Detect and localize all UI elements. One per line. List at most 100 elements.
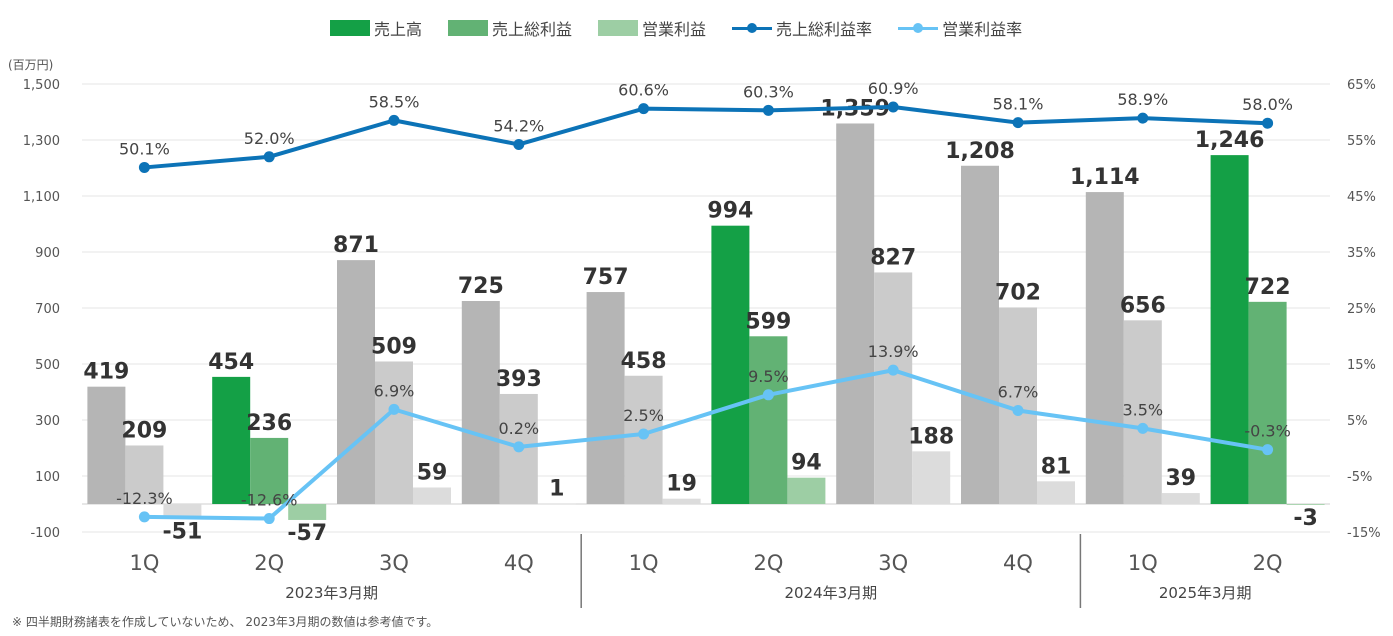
bar-value-label: 1,114 xyxy=(1070,165,1140,190)
line-point xyxy=(138,161,150,173)
x-tick-label: 3Q xyxy=(878,551,908,575)
line-point xyxy=(138,511,150,523)
bar-value-label: 599 xyxy=(745,309,791,334)
line-value-label: -0.3% xyxy=(1244,422,1290,441)
x-tick-label: 1Q xyxy=(129,551,159,575)
bar-value-label: 1,246 xyxy=(1195,128,1265,153)
line-value-label: 52.0% xyxy=(244,129,295,148)
bar-value-label: -3 xyxy=(1293,506,1317,531)
bar-value-label: -51 xyxy=(163,519,203,544)
line-value-label: -12.3% xyxy=(116,489,173,508)
bar-value-label: 393 xyxy=(496,367,542,392)
line-point xyxy=(1137,112,1149,124)
x-tick-label: 4Q xyxy=(504,551,534,575)
line-point xyxy=(513,441,525,453)
bar xyxy=(1123,320,1162,504)
bar xyxy=(250,437,289,504)
bar-value-label: 994 xyxy=(707,199,753,224)
line-value-label: 58.0% xyxy=(1242,95,1293,114)
line-point xyxy=(513,138,525,150)
line-value-label: 54.2% xyxy=(493,116,544,135)
line-point xyxy=(263,513,275,525)
y-left-tick-label: 500 xyxy=(35,358,60,373)
line-point xyxy=(1012,117,1024,129)
bar xyxy=(912,451,951,504)
bar xyxy=(288,504,327,520)
bar xyxy=(163,504,202,519)
legend-item-operating-profit: 営業利益 xyxy=(598,16,706,40)
bar xyxy=(337,260,375,504)
y-left-tick-label: 700 xyxy=(35,302,60,317)
y-right-tick-label: 45% xyxy=(1347,190,1376,205)
bar xyxy=(212,376,251,504)
bar-value-label: 656 xyxy=(1120,293,1166,318)
bar-value-label: 94 xyxy=(791,451,822,476)
x-tick-label: 4Q xyxy=(1003,551,1033,575)
x-tick-label: 2Q xyxy=(254,551,284,575)
bar-value-label: -57 xyxy=(287,521,327,546)
legend-item-operating-margin: 営業利益率 xyxy=(898,16,1022,40)
x-group-label: 2024年3月期 xyxy=(784,584,877,602)
x-tick-label: 1Q xyxy=(1128,551,1158,575)
line-point xyxy=(887,364,899,376)
y-left-tick-label: 1,100 xyxy=(23,190,60,205)
bar xyxy=(961,165,999,504)
line-point xyxy=(887,101,899,113)
x-tick-label: 3Q xyxy=(379,551,409,575)
bar xyxy=(836,123,875,504)
legend-swatch-gross-profit xyxy=(448,20,489,36)
x-tick-label: 2Q xyxy=(1253,551,1283,575)
bar-value-label: 827 xyxy=(870,245,916,270)
series-line xyxy=(144,104,1268,170)
legend-swatch-sales xyxy=(330,20,370,36)
bar-value-label: 39 xyxy=(1165,466,1196,491)
bar-value-label: 236 xyxy=(246,411,292,436)
line-point xyxy=(388,403,400,415)
line-point xyxy=(762,104,774,116)
bar xyxy=(125,445,164,504)
bar xyxy=(711,225,750,504)
line-value-label: 58.5% xyxy=(369,92,420,111)
line-value-label: 2.5% xyxy=(623,406,664,425)
bar xyxy=(461,301,500,504)
line-point xyxy=(1262,444,1274,456)
bar-value-label: 188 xyxy=(908,424,954,449)
y-left-tick-label: 300 xyxy=(35,414,60,429)
line-value-label: 3.5% xyxy=(1122,400,1163,419)
footnote: ※ 四半期財務諸表を作成していないため、 2023年3月期の数値は参考値です。 xyxy=(12,615,439,629)
bar xyxy=(413,487,451,504)
legend-label-operating-margin: 営業利益率 xyxy=(942,20,1023,39)
bar xyxy=(586,292,625,504)
legend-line-operating-margin xyxy=(898,20,939,36)
y-right-tick-label: 25% xyxy=(1347,302,1376,317)
bar-value-label: 1,208 xyxy=(945,139,1015,164)
line-value-label: 50.1% xyxy=(119,139,170,158)
line-value-label: -12.6% xyxy=(241,491,298,510)
y-right-tick-label: 55% xyxy=(1347,134,1376,149)
y-left-tick-label: 1,500 xyxy=(23,78,60,93)
y-right-tick-label: -5% xyxy=(1347,470,1372,485)
y-axis-unit-label: (百万円) xyxy=(8,58,54,72)
bar-value-label: 757 xyxy=(583,265,629,290)
line-value-label: 58.9% xyxy=(1117,90,1168,109)
line-point xyxy=(1137,422,1149,434)
bar-value-label: 725 xyxy=(458,274,504,299)
y-right-tick-label: 35% xyxy=(1347,246,1376,261)
y-left-tick-label: 100 xyxy=(35,470,60,485)
legend-item-gross-profit: 売上総利益 xyxy=(448,16,572,40)
x-tick-label: 1Q xyxy=(629,551,659,575)
legend-swatch-operating-profit xyxy=(598,20,639,36)
line-value-label: 6.9% xyxy=(374,381,415,400)
y-left-tick-label: 900 xyxy=(35,246,60,261)
line-value-label: 9.5% xyxy=(748,367,789,386)
bar-value-label: 509 xyxy=(371,334,417,359)
legend-label-operating-profit: 営業利益 xyxy=(642,20,707,39)
legend-line-gross-margin xyxy=(732,20,773,36)
line-value-label: 13.9% xyxy=(868,342,919,361)
line-value-label: 60.3% xyxy=(743,82,794,101)
bar-value-label: 19 xyxy=(666,472,697,497)
bar xyxy=(1161,493,1200,504)
bar-value-label: 59 xyxy=(417,460,448,485)
bar xyxy=(1085,192,1124,504)
